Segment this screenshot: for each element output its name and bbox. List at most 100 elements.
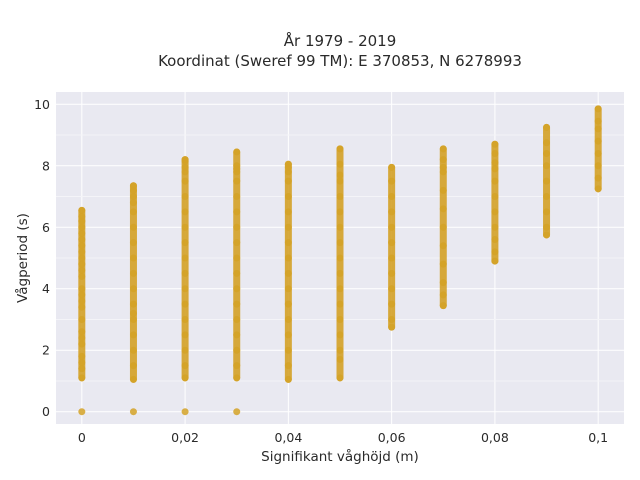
data-point <box>129 269 137 277</box>
data-point <box>233 162 241 170</box>
data-point <box>439 163 447 171</box>
data-point <box>78 315 86 323</box>
data-point <box>284 254 292 262</box>
data-point <box>284 285 292 293</box>
x-tick-label: 0,06 <box>378 430 406 445</box>
x-tick-labels: 0 0,02 0,04 0,06 0,08 0,1 <box>78 430 608 445</box>
data-point <box>284 362 292 370</box>
data-point <box>78 242 86 250</box>
data-point <box>284 346 292 354</box>
data-point <box>491 177 499 185</box>
data-point <box>284 193 292 201</box>
data-point <box>78 297 86 305</box>
data-point <box>78 272 86 280</box>
data-point <box>284 375 292 383</box>
y-tick-label: 2 <box>42 343 50 358</box>
data-point <box>233 148 241 156</box>
data-point <box>129 375 137 383</box>
data-point <box>78 303 86 311</box>
data-point <box>336 177 344 185</box>
data-point <box>233 208 241 216</box>
data-point <box>129 208 137 216</box>
data-point <box>439 145 447 153</box>
data-point <box>129 239 137 247</box>
data-point <box>336 346 344 354</box>
data-point <box>439 205 447 213</box>
data-point <box>388 269 396 277</box>
data-point <box>233 254 241 262</box>
data-point <box>78 266 86 274</box>
data-point <box>284 239 292 247</box>
data-point <box>181 239 189 247</box>
data-point <box>78 365 86 373</box>
data-point <box>129 315 137 323</box>
data-point <box>129 300 137 308</box>
data-point <box>388 254 396 262</box>
data-point <box>78 328 86 336</box>
data-point <box>388 223 396 231</box>
data-point <box>78 374 86 382</box>
data-point <box>181 362 189 370</box>
data-point <box>336 300 344 308</box>
data-point <box>491 140 499 148</box>
data-point <box>439 186 447 194</box>
x-tick-label: 0,1 <box>588 430 608 445</box>
data-point <box>439 242 447 250</box>
x-tick-label: 0 <box>78 430 86 445</box>
data-point <box>129 309 137 317</box>
data-point <box>388 239 396 247</box>
y-tick-label: 6 <box>42 220 50 235</box>
data-point <box>388 208 396 216</box>
data-point <box>284 177 292 185</box>
data-point <box>233 239 241 247</box>
data-point <box>491 248 499 256</box>
data-point <box>181 163 189 171</box>
data-point <box>233 193 241 201</box>
data-point <box>543 208 551 216</box>
data-point <box>594 174 602 182</box>
data-point <box>129 199 137 207</box>
data-point <box>284 223 292 231</box>
data-point <box>233 223 241 231</box>
data-point <box>181 331 189 339</box>
data-point <box>78 254 86 262</box>
data-point <box>78 260 86 268</box>
data-point <box>78 352 86 360</box>
data-point <box>129 193 137 201</box>
data-point <box>284 315 292 323</box>
data-point <box>233 269 241 277</box>
data-point <box>594 125 602 133</box>
data-point <box>181 269 189 277</box>
y-axis-label: Vågperiod (s) <box>14 213 31 303</box>
data-point <box>491 236 499 244</box>
data-point <box>181 300 189 308</box>
data-point <box>543 193 551 201</box>
data-point <box>594 149 602 157</box>
data-point <box>491 257 499 265</box>
x-tick-label: 0,02 <box>171 430 199 445</box>
data-point <box>284 331 292 339</box>
y-tick-label: 10 <box>34 97 50 112</box>
data-point <box>388 177 396 185</box>
data-point <box>388 163 396 171</box>
data-point <box>543 223 551 231</box>
data-point <box>336 193 344 201</box>
data-point <box>336 239 344 247</box>
data-point <box>543 139 551 147</box>
data-point <box>491 159 499 167</box>
data-point <box>78 236 86 244</box>
chart-subtitle: Koordinat (Sweref 99 TM): E 370853, N 62… <box>158 52 522 70</box>
data-point <box>181 408 189 416</box>
data-point <box>594 162 602 170</box>
data-point <box>233 300 241 308</box>
data-point <box>233 408 241 416</box>
data-point <box>543 177 551 185</box>
data-point <box>336 223 344 231</box>
data-point <box>233 346 241 354</box>
data-point <box>491 193 499 201</box>
data-point <box>78 334 86 342</box>
data-point <box>233 362 241 370</box>
data-point <box>181 254 189 262</box>
data-point <box>594 105 602 113</box>
data-point <box>336 285 344 293</box>
